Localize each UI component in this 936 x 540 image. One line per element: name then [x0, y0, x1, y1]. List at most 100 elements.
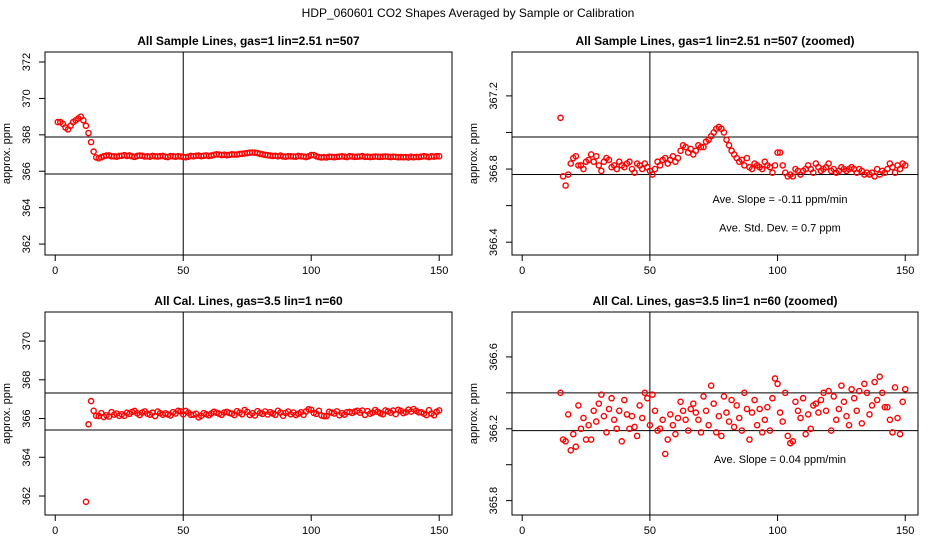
data-point: [641, 389, 649, 397]
data-point: [700, 143, 707, 151]
annotation: Ave. Std. Dev. = 0.7 ppm: [719, 223, 841, 235]
y-tick-label: 366.4: [488, 228, 500, 256]
x-tick-label: 150: [430, 265, 448, 277]
y-tick-label: 362: [21, 487, 33, 505]
data-point: [621, 396, 628, 404]
data-point: [748, 409, 756, 416]
data-point: [575, 402, 582, 409]
data-point: [85, 421, 92, 428]
data-point: [868, 402, 876, 409]
data-point: [700, 393, 707, 400]
data-point: [804, 411, 812, 418]
data-point: [884, 403, 891, 411]
data-point: [605, 156, 613, 164]
data-point: [858, 420, 866, 427]
data-point: [661, 450, 669, 458]
data-point: [769, 169, 776, 177]
data-point: [580, 165, 587, 173]
x-tick-label: 150: [896, 265, 914, 277]
data-point: [687, 405, 695, 413]
data-point: [878, 389, 886, 397]
y-tick-label: 364: [21, 198, 33, 216]
data-point: [889, 429, 896, 436]
data-point: [631, 169, 638, 177]
data-point: [720, 393, 728, 400]
data-point: [815, 409, 822, 416]
data-point: [692, 147, 700, 155]
data-point: [649, 391, 656, 398]
data-point: [738, 427, 746, 434]
data-point: [822, 407, 830, 415]
data-point: [812, 400, 820, 407]
data-point: [564, 411, 572, 418]
data-point: [595, 162, 603, 169]
data-point: [797, 414, 804, 422]
data-point: [618, 438, 626, 445]
x-tick-label: 0: [519, 265, 525, 277]
data-point: [82, 122, 90, 130]
data-point: [881, 403, 889, 411]
data-point: [817, 396, 825, 404]
data-point: [758, 429, 766, 436]
y-tick-label: 372: [21, 53, 33, 71]
data-point: [807, 425, 815, 433]
data-point: [590, 158, 598, 166]
data-point: [774, 149, 781, 156]
data-point: [825, 160, 832, 167]
data-point: [672, 430, 679, 438]
data-point: [679, 407, 687, 415]
data-point: [651, 407, 659, 415]
x-tick-label: 150: [896, 525, 914, 537]
data-point: [638, 414, 646, 422]
data-point: [776, 149, 784, 156]
data-point: [741, 389, 748, 397]
data-point: [605, 405, 613, 413]
data-point: [646, 421, 654, 429]
annotation: Ave. Slope = 0.04 ppm/min: [714, 454, 846, 466]
x-tick-label: 50: [644, 265, 656, 277]
y-tick-label: 366.2: [488, 415, 500, 443]
data-point: [92, 412, 100, 420]
data-point: [771, 375, 779, 382]
data-point: [871, 378, 878, 386]
y-axis-label: approx. ppm: [468, 123, 480, 184]
data-point: [435, 407, 443, 414]
data-point: [838, 382, 845, 389]
data-point: [894, 414, 901, 422]
data-point: [598, 167, 605, 175]
data-point: [863, 389, 871, 397]
data-point: [799, 394, 807, 402]
data-point: [435, 153, 443, 160]
data-point: [853, 407, 861, 415]
data-point: [610, 416, 618, 424]
data-point: [779, 162, 786, 169]
data-point: [320, 412, 328, 420]
y-tick-label: 366.6: [488, 343, 500, 371]
x-tick-label: 100: [768, 265, 786, 277]
data-point: [861, 380, 868, 388]
data-point: [692, 409, 700, 416]
data-point: [779, 418, 786, 425]
data-point: [697, 429, 705, 436]
data-point: [725, 141, 733, 149]
data-point: [603, 429, 610, 436]
panel-title: All Sample Lines, gas=1 lin=2.51 n=507: [137, 34, 360, 48]
panel-title: All Cal. Lines, gas=3.5 lin=1 n=60: [154, 294, 343, 308]
data-point: [674, 154, 682, 162]
data-point: [792, 398, 799, 406]
data-point: [705, 421, 712, 429]
data-point: [587, 436, 595, 443]
data-point: [720, 129, 728, 136]
data-point: [855, 387, 863, 395]
data-point: [746, 436, 753, 443]
data-point: [684, 427, 692, 434]
data-point: [710, 400, 718, 407]
data-point: [82, 498, 90, 506]
data-point: [725, 418, 733, 425]
data-point: [781, 389, 789, 397]
data-point: [572, 443, 580, 451]
y-axis-label: approx. ppm: [1, 383, 13, 444]
data-point: [557, 114, 564, 122]
data-point: [810, 169, 817, 177]
